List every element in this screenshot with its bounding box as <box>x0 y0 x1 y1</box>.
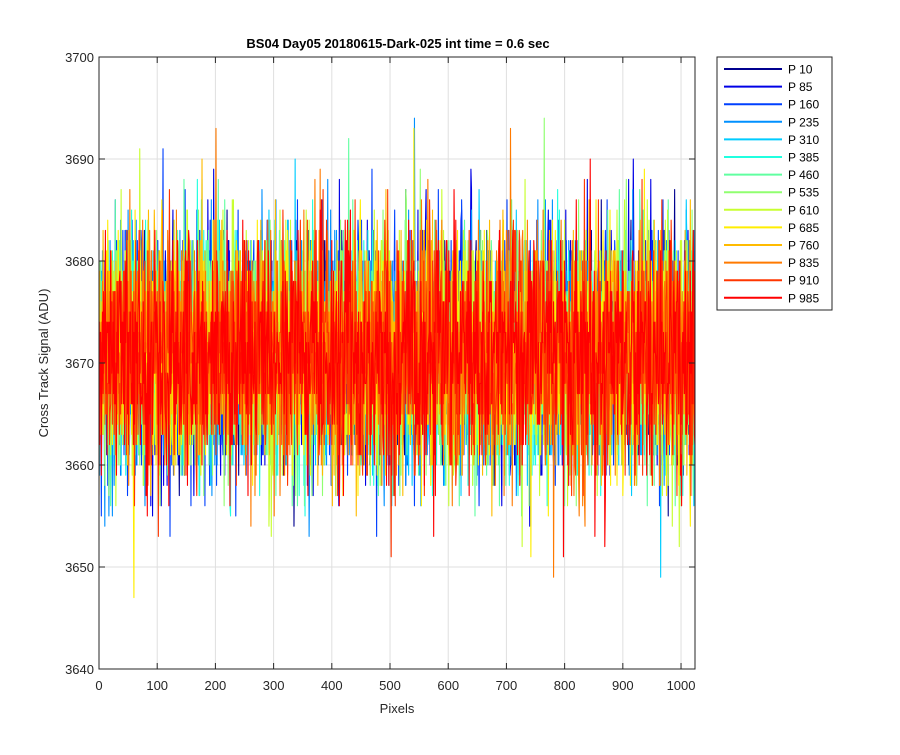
x-tick-label: 400 <box>321 678 343 693</box>
y-tick-label: 3640 <box>65 662 94 677</box>
legend-label: P 760 <box>788 239 819 253</box>
legend-label: P 685 <box>788 221 819 235</box>
legend-label: P 160 <box>788 98 819 112</box>
x-tick-label: 1000 <box>667 678 696 693</box>
x-tick-label: 900 <box>612 678 634 693</box>
legend-label: P 910 <box>788 274 819 288</box>
x-tick-label: 500 <box>379 678 401 693</box>
legend-label: P 535 <box>788 186 819 200</box>
legend-label: P 310 <box>788 133 819 147</box>
legend-box <box>716 56 833 311</box>
y-tick-label: 3670 <box>65 356 94 371</box>
legend-label: P 610 <box>788 203 819 217</box>
legend-label: P 460 <box>788 168 819 182</box>
legend-label: P 385 <box>788 151 819 165</box>
series-line-p-985 <box>99 158 695 558</box>
legend-label: P 985 <box>788 291 819 305</box>
legend-label: P 835 <box>788 256 819 270</box>
x-tick-label: 0 <box>95 678 102 693</box>
x-tick-label: 200 <box>205 678 227 693</box>
y-tick-label: 3660 <box>65 458 94 473</box>
legend-label: P 85 <box>788 80 813 94</box>
y-axis-label: Cross Track Signal (ADU) <box>36 289 51 438</box>
series-layer <box>99 117 695 599</box>
x-axis: 0 100 200 300 400 500 600 700 800 900 1000 <box>95 57 695 693</box>
x-tick-label: 800 <box>554 678 576 693</box>
y-tick-label: 3650 <box>65 560 94 575</box>
x-tick-label: 600 <box>437 678 459 693</box>
y-tick-label: 3680 <box>65 254 94 269</box>
x-tick-label: 100 <box>146 678 168 693</box>
x-tick-label: 700 <box>496 678 518 693</box>
y-axis: 3640 3650 3660 3670 3680 3690 3700 <box>65 50 695 677</box>
x-axis-label: Pixels <box>380 701 415 716</box>
legend-label: P 235 <box>788 115 819 129</box>
x-tick-label: 300 <box>263 678 285 693</box>
legend-label: P 10 <box>788 63 813 77</box>
chart-title: BS04 Day05 20180615-Dark-025 int time = … <box>246 36 549 51</box>
legend: P 10 P 85 P 160 P 235 P 310 P 385 P 460 P 535 P … <box>716 56 833 311</box>
y-tick-label: 3690 <box>65 152 94 167</box>
y-tick-label: 3700 <box>65 50 94 65</box>
